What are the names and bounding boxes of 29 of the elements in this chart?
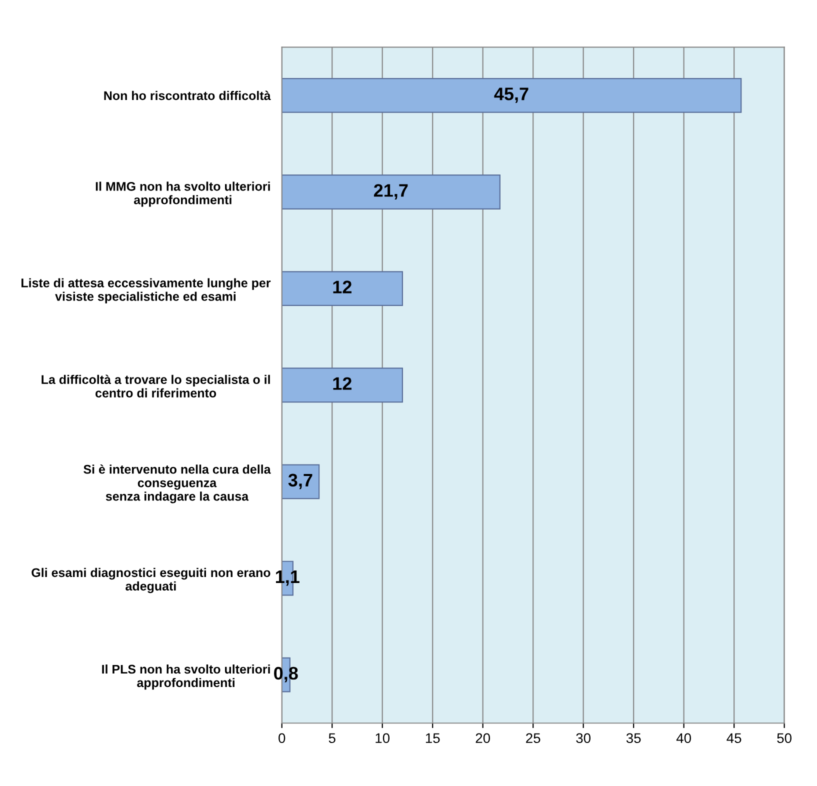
x-tick-label: 0 (278, 733, 286, 744)
data-label: 12 (333, 377, 352, 390)
y-tick-label: Liste di attesa eccessivamente lunghe per visiste specialistiche ed esami (22, 278, 271, 304)
x-tick-label: 40 (676, 733, 692, 744)
x-tick-label: 45 (726, 733, 742, 744)
y-tick-label: Non ho riscontrato difficoltà (104, 90, 271, 100)
bar (282, 368, 404, 403)
data-label: 12 (333, 280, 352, 294)
data-label: 45,7 (494, 88, 528, 103)
y-tick-label: Il MMG non ha svolto ulteriori approfondimenti (96, 182, 270, 207)
y-tick-label: Gli esami diagnostici eseguiti non erano adeguati (32, 568, 270, 594)
bar (282, 78, 742, 113)
y-tick-label: Si è intervenuto nella cura della conseguenza senza indagare la causa (84, 464, 271, 504)
data-label: 3,7 (288, 474, 312, 490)
x-tick-label: 35 (626, 733, 641, 744)
x-tick-label: 15 (426, 733, 440, 744)
x-tick-label: 20 (476, 733, 490, 744)
bar (282, 174, 500, 210)
x-tick-label: 30 (576, 733, 591, 744)
x-tick-label: 25 (526, 733, 540, 744)
bar (282, 271, 404, 306)
y-tick-label: Il PLS non ha svolto ulteriori approfondimenti (102, 664, 270, 690)
x-tick-label: 5 (328, 733, 336, 744)
data-label: 1,1 (276, 570, 300, 586)
x-tick-label: 10 (376, 733, 390, 744)
data-label: 0,8 (274, 666, 298, 682)
x-tick-label: 50 (777, 733, 792, 744)
y-tick-label: La difficoltà a trovare lo specialista o il centro di riferimento (42, 374, 270, 398)
data-label: 21,7 (374, 184, 408, 200)
